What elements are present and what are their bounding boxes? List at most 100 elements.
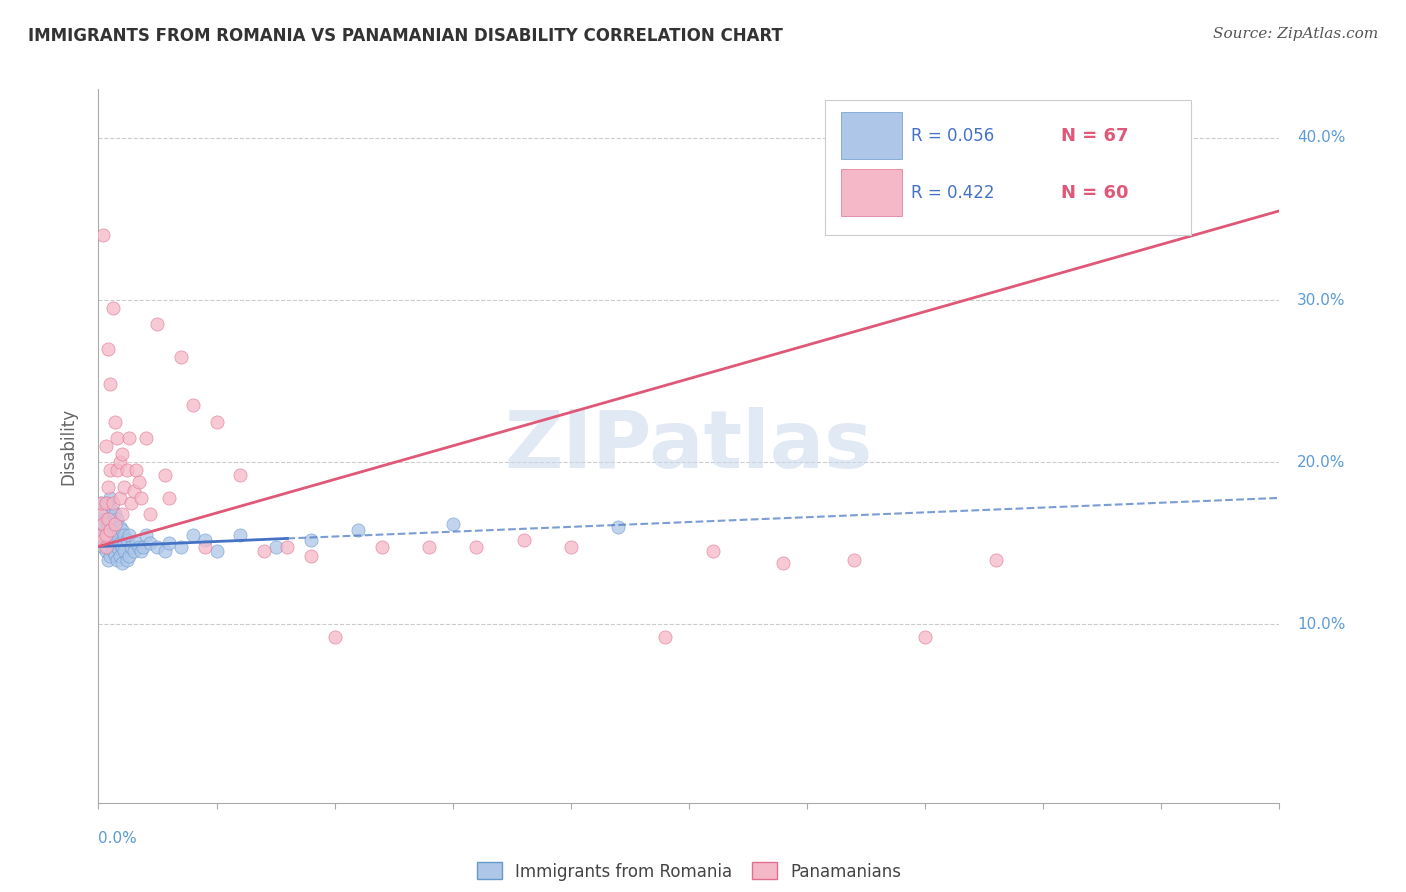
Point bbox=[984, 552, 1007, 566]
Point bbox=[104, 548, 127, 562]
Point bbox=[91, 228, 114, 243]
Point bbox=[104, 524, 127, 538]
Point bbox=[371, 540, 394, 554]
Point bbox=[98, 491, 121, 505]
Point bbox=[108, 520, 131, 534]
Point bbox=[135, 528, 157, 542]
Point bbox=[97, 528, 120, 542]
Point bbox=[111, 556, 134, 570]
Point bbox=[101, 520, 124, 534]
Point bbox=[108, 549, 131, 564]
Point bbox=[229, 468, 252, 483]
Point bbox=[91, 504, 114, 518]
Point bbox=[98, 524, 121, 538]
Point bbox=[90, 507, 112, 521]
Point bbox=[108, 455, 131, 469]
Point bbox=[181, 528, 204, 542]
Point bbox=[299, 533, 322, 547]
Text: ZIPatlas: ZIPatlas bbox=[505, 407, 873, 485]
Point bbox=[194, 533, 217, 547]
Point bbox=[112, 544, 135, 558]
Point bbox=[181, 399, 204, 413]
Point bbox=[98, 463, 121, 477]
Point bbox=[111, 524, 134, 538]
Point bbox=[94, 544, 117, 558]
Point bbox=[121, 496, 143, 510]
Point bbox=[146, 318, 169, 332]
Point bbox=[91, 516, 114, 531]
Y-axis label: Disability: Disability bbox=[59, 408, 77, 484]
Point bbox=[844, 552, 866, 566]
Point bbox=[98, 512, 121, 526]
Point bbox=[115, 533, 138, 547]
Text: R = 0.056: R = 0.056 bbox=[911, 127, 994, 145]
Point bbox=[90, 528, 112, 542]
Point bbox=[128, 540, 150, 554]
Point bbox=[94, 439, 117, 453]
Point bbox=[105, 528, 128, 542]
Point bbox=[654, 631, 676, 645]
Text: IMMIGRANTS FROM ROMANIA VS PANAMANIAN DISABILITY CORRELATION CHART: IMMIGRANTS FROM ROMANIA VS PANAMANIAN DI… bbox=[28, 27, 783, 45]
Point bbox=[94, 496, 117, 510]
Point bbox=[153, 544, 176, 558]
Point bbox=[194, 540, 217, 554]
Point bbox=[205, 544, 228, 558]
Point bbox=[90, 496, 112, 510]
Point bbox=[129, 544, 152, 558]
Point bbox=[135, 431, 157, 445]
Point bbox=[276, 540, 298, 554]
Text: N = 67: N = 67 bbox=[1062, 127, 1129, 145]
Point bbox=[97, 552, 120, 566]
Text: 20.0%: 20.0% bbox=[1298, 455, 1346, 470]
Point bbox=[112, 479, 135, 493]
Text: 30.0%: 30.0% bbox=[1298, 293, 1346, 308]
Point bbox=[118, 431, 141, 445]
Point bbox=[122, 484, 145, 499]
Point bbox=[118, 528, 141, 542]
Point bbox=[104, 516, 127, 531]
Point bbox=[122, 544, 145, 558]
FancyBboxPatch shape bbox=[841, 169, 901, 216]
Point bbox=[115, 463, 138, 477]
Point bbox=[139, 507, 162, 521]
Legend: Immigrants from Romania, Panamanians: Immigrants from Romania, Panamanians bbox=[470, 855, 908, 888]
Point bbox=[132, 540, 155, 554]
Point bbox=[1080, 215, 1102, 229]
Point bbox=[229, 528, 252, 542]
Point bbox=[607, 520, 630, 534]
Point bbox=[170, 350, 193, 364]
Point bbox=[91, 516, 114, 531]
Point bbox=[512, 533, 534, 547]
Point bbox=[170, 540, 193, 554]
Point bbox=[94, 496, 117, 510]
Point bbox=[97, 512, 120, 526]
Point bbox=[146, 540, 169, 554]
Point bbox=[157, 491, 180, 505]
FancyBboxPatch shape bbox=[825, 100, 1191, 235]
Point bbox=[97, 479, 120, 493]
Point bbox=[125, 463, 148, 477]
Point bbox=[98, 524, 121, 538]
Point bbox=[139, 536, 162, 550]
Point bbox=[104, 536, 127, 550]
Point bbox=[101, 533, 124, 547]
Point bbox=[91, 528, 114, 542]
Text: Source: ZipAtlas.com: Source: ZipAtlas.com bbox=[1212, 27, 1378, 41]
Point bbox=[90, 528, 112, 542]
Point bbox=[441, 516, 464, 531]
Text: 0.0%: 0.0% bbox=[98, 831, 138, 847]
Point bbox=[105, 431, 128, 445]
Point bbox=[128, 475, 150, 489]
Point bbox=[108, 536, 131, 550]
Point bbox=[205, 415, 228, 429]
Point bbox=[264, 540, 287, 554]
Point bbox=[105, 463, 128, 477]
Point bbox=[104, 507, 127, 521]
Point bbox=[91, 540, 114, 554]
Text: 40.0%: 40.0% bbox=[1298, 130, 1346, 145]
Point bbox=[97, 540, 120, 554]
Point bbox=[121, 540, 143, 554]
FancyBboxPatch shape bbox=[841, 112, 901, 159]
Point bbox=[157, 536, 180, 550]
Point bbox=[153, 468, 176, 483]
